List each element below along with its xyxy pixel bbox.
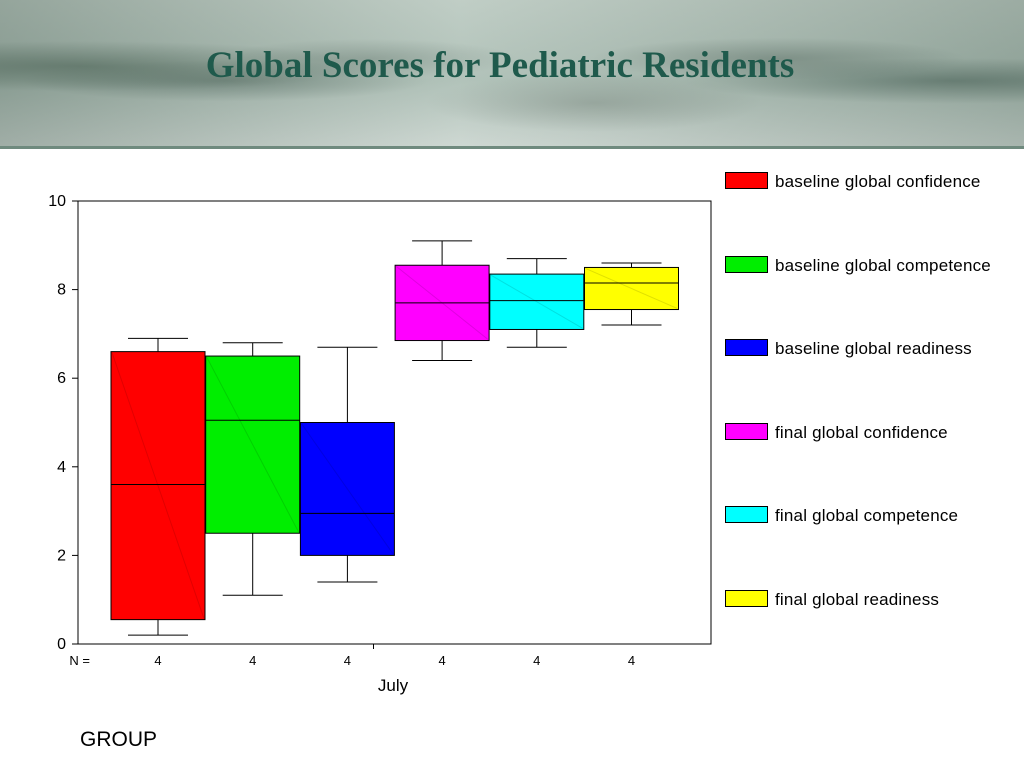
header-banner-divider (0, 146, 1024, 149)
y-tick-label-0: 0 (57, 636, 66, 653)
n-count-final-global-readiness: 4 (628, 653, 635, 668)
group-label: GROUP (80, 728, 158, 751)
n-count-baseline-global-readiness: 4 (344, 653, 351, 668)
boxplot-chart: 0 2 4 6 8 10 N = 4 4 4 4 4 4 July (48, 193, 712, 695)
x-axis-label: July (378, 676, 409, 695)
header-banner-image (0, 0, 1024, 147)
y-tick-label-10: 10 (48, 193, 66, 210)
header-banner-overlay (0, 0, 1024, 147)
n-label: N = (69, 653, 90, 668)
legend-swatch (725, 589, 768, 607)
slide-title: Global Scores for Pediatric Residents (205, 45, 795, 86)
y-tick-label-8: 8 (57, 282, 66, 299)
legend-label: baseline global readiness (775, 339, 972, 358)
legend-swatch (725, 506, 768, 523)
n-count-baseline-global-confidence: 4 (154, 653, 161, 668)
box-final-global-readiness (584, 266, 679, 311)
legend-label: baseline global competence (775, 255, 991, 275)
legend-swatch (725, 422, 768, 440)
legend-label: final global confidence (775, 422, 948, 442)
box-final-global-competence (489, 273, 585, 330)
n-count-final-global-confidence: 4 (438, 653, 445, 668)
box-diagonal-baseline-global-readiness (300, 423, 394, 555)
box-baseline-global-readiness (299, 422, 395, 556)
y-tick-label-6: 6 (57, 370, 66, 387)
box-diagonal-baseline-global-confidence (111, 352, 205, 619)
y-tick-label-2: 2 (57, 547, 66, 564)
box-diagonal-final-global-competence (490, 274, 584, 329)
n-count-baseline-global-competence: 4 (249, 653, 256, 668)
legend-swatch (725, 172, 768, 189)
box-baseline-global-competence (205, 355, 301, 534)
y-tick-label-4: 4 (57, 459, 66, 476)
legend-swatch (725, 339, 768, 356)
legend-label: baseline global confidence (775, 172, 981, 191)
box-diagonal-final-global-readiness (585, 267, 678, 309)
n-count-final-global-competence: 4 (533, 653, 540, 668)
box-diagonal-baseline-global-competence (206, 356, 300, 533)
box-baseline-global-confidence (110, 351, 206, 621)
legend-label: final global readiness (775, 589, 940, 609)
legend-label: final global competence (775, 506, 959, 525)
legend-swatch (725, 255, 768, 273)
